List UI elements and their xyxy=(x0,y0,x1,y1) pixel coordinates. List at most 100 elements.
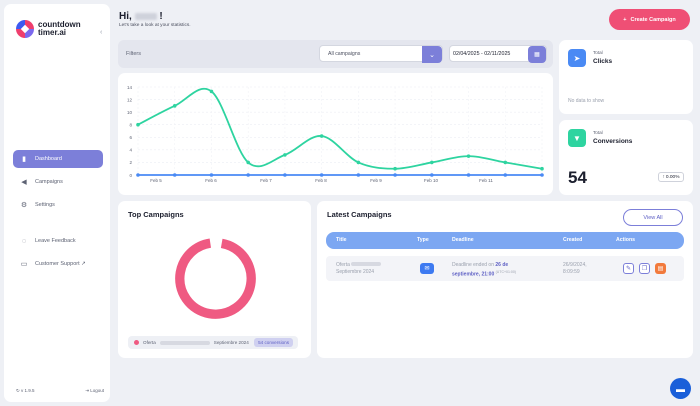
version-label: ↻ v 1.9.5 xyxy=(16,388,35,394)
brand-name: countdown timer.ai xyxy=(38,20,81,37)
data-point xyxy=(283,153,287,157)
deadline-prefix: Deadline ended on xyxy=(452,262,494,268)
campaign-title-line1: Oferta xyxy=(336,262,350,268)
filters-bar: Filters All campaigns ⌄ 02/04/2025 - 02/… xyxy=(118,40,553,68)
date-range-picker[interactable]: 02/04/2025 - 02/11/2025 ▦ xyxy=(449,45,547,63)
data-point xyxy=(540,173,544,177)
arrow-up-icon: ↑ xyxy=(662,174,665,180)
series-line xyxy=(137,88,543,170)
y-tick-label: 0 xyxy=(129,173,132,178)
bar-chart-icon: ▮ xyxy=(22,156,26,163)
sidebar-item-dashboard[interactable]: ▮ Dashboard xyxy=(13,150,103,168)
lightbulb-icon: ◌ xyxy=(21,237,27,245)
sidebar-item-feedback[interactable]: ◌ Leave Feedback xyxy=(13,232,103,250)
redacted-text xyxy=(351,262,382,266)
data-point xyxy=(172,104,177,108)
clicks-title: Clicks xyxy=(593,58,613,65)
data-point xyxy=(393,166,397,171)
duplicate-icon[interactable]: ❐ xyxy=(639,263,650,274)
greeting-subtitle: Let's take a look at your statistics. xyxy=(119,23,191,28)
book-icon: ▭ xyxy=(20,261,28,268)
greeting-prefix: Hi, xyxy=(119,11,132,22)
donut-chart xyxy=(175,238,256,319)
sidebar-item-campaigns[interactable]: ◀ Campaigns xyxy=(13,173,103,191)
create-campaign-button[interactable]: + Create Campaign xyxy=(609,9,690,30)
x-tick-label: Feb 9 xyxy=(370,178,382,183)
chat-support-icon[interactable]: ▬ xyxy=(670,378,691,399)
view-all-button[interactable]: View All xyxy=(623,209,683,226)
data-point xyxy=(283,173,287,177)
legend-dot xyxy=(134,340,139,345)
delete-icon[interactable]: ▤ xyxy=(655,263,666,274)
conversions-title: Conversions xyxy=(593,138,633,145)
legend-name-start: Oferta xyxy=(143,340,156,345)
conversions-total-label: Total xyxy=(593,130,603,135)
greeting-suffix: ! xyxy=(159,11,163,22)
top-campaigns-card: Top Campaigns Oferta Septiembre 2024 54 … xyxy=(118,201,311,358)
column-header: Created xyxy=(563,237,583,243)
chevron-left-icon[interactable]: ‹ xyxy=(100,29,103,36)
y-tick-label: 8 xyxy=(129,123,132,128)
date-range-value: 02/04/2025 - 02/11/2025 xyxy=(453,51,511,57)
redacted-text xyxy=(159,340,210,345)
top-campaigns-title: Top Campaigns xyxy=(128,210,184,219)
campaign-title-cell: Oferta Septiembre 2024 xyxy=(336,262,382,276)
latest-campaigns-title: Latest Campaigns xyxy=(327,210,392,219)
data-point xyxy=(319,134,324,138)
y-tick-label: 14 xyxy=(127,85,133,90)
deadline-timezone: (UTC+01:00) xyxy=(495,270,516,274)
data-point xyxy=(136,173,140,177)
x-tick-label: Feb 7 xyxy=(260,178,272,183)
x-tick-label: Feb 6 xyxy=(205,178,217,183)
gear-icon: ⚙ xyxy=(20,202,28,209)
sidebar-item-label: Leave Feedback xyxy=(35,238,76,244)
sidebar-item-label: Customer Support ↗ xyxy=(35,261,86,267)
sidebar-item-label: Dashboard xyxy=(35,156,62,162)
logout-button[interactable]: ⇥ Logout xyxy=(85,388,104,394)
y-tick-label: 6 xyxy=(129,135,132,140)
top-campaign-legend: Oferta Septiembre 2024 54 conversions xyxy=(128,336,298,349)
deadline-cell: Deadline ended on 26 de septiembre, 21:0… xyxy=(452,262,537,279)
brand-logo[interactable]: countdown timer.ai xyxy=(16,20,86,38)
y-tick-label: 12 xyxy=(127,97,133,102)
created-cell: 26/9/2024, 8:09:59 xyxy=(563,262,587,276)
deadline-date: 26 de septiembre, 21:00 xyxy=(452,262,509,278)
edit-icon[interactable]: ✎ xyxy=(623,263,634,274)
clicks-card: ➤ Total Clicks No data to show xyxy=(559,40,693,114)
sidebar-footer: ↻ v 1.9.5 ⇥ Logout xyxy=(16,388,104,394)
calendar-icon[interactable]: ▦ xyxy=(528,46,546,63)
megaphone-icon: ◀ xyxy=(21,179,27,186)
line-chart: 0 2 4 6 8 10 12 14 Feb 5 Feb 6 Feb 7 Feb 8 Feb 9 Feb … xyxy=(127,85,544,183)
sidebar-item-label: Campaigns xyxy=(35,179,63,185)
data-point xyxy=(466,154,471,158)
x-tick-label: Feb 5 xyxy=(150,178,162,183)
sidebar-nav: ▮ Dashboard ◀ Campaigns ⚙ Settings xyxy=(13,150,103,219)
filters-label: Filters xyxy=(126,51,141,57)
conversions-change: 0.00% xyxy=(665,174,680,180)
version-text: v 1.9.5 xyxy=(21,388,35,393)
data-point xyxy=(430,160,434,165)
column-header: Actions xyxy=(616,237,636,243)
legend-name-end: Septiembre 2024 xyxy=(213,340,249,345)
chevron-down-icon[interactable]: ⌄ xyxy=(422,46,442,63)
redacted-username xyxy=(134,12,157,20)
data-point xyxy=(136,122,140,127)
logout-label: Logout xyxy=(90,388,104,393)
data-point xyxy=(209,173,214,177)
sidebar-item-support[interactable]: ▭ Customer Support ↗ xyxy=(13,255,103,273)
data-point xyxy=(503,160,508,165)
x-tick-label: Feb 8 xyxy=(315,178,327,183)
y-tick-label: 10 xyxy=(127,110,133,115)
data-point xyxy=(430,173,434,177)
logout-icon: ⇥ xyxy=(85,388,91,393)
y-tick-label: 2 xyxy=(129,160,132,165)
campaign-select[interactable]: All campaigns ⌄ xyxy=(319,45,443,63)
conversions-value: 54 xyxy=(568,168,587,187)
campaign-title-line2: Septiembre 2024 xyxy=(336,269,375,275)
table-row[interactable]: Oferta Septiembre 2024 ✉ Deadline ended … xyxy=(326,256,684,281)
sidebar-item-settings[interactable]: ⚙ Settings xyxy=(13,196,103,214)
data-point xyxy=(209,89,214,94)
column-header: Deadline xyxy=(452,237,474,243)
email-icon: ✉ xyxy=(420,263,434,274)
conversions-change-badge: ↑ 0.00% xyxy=(658,172,684,182)
